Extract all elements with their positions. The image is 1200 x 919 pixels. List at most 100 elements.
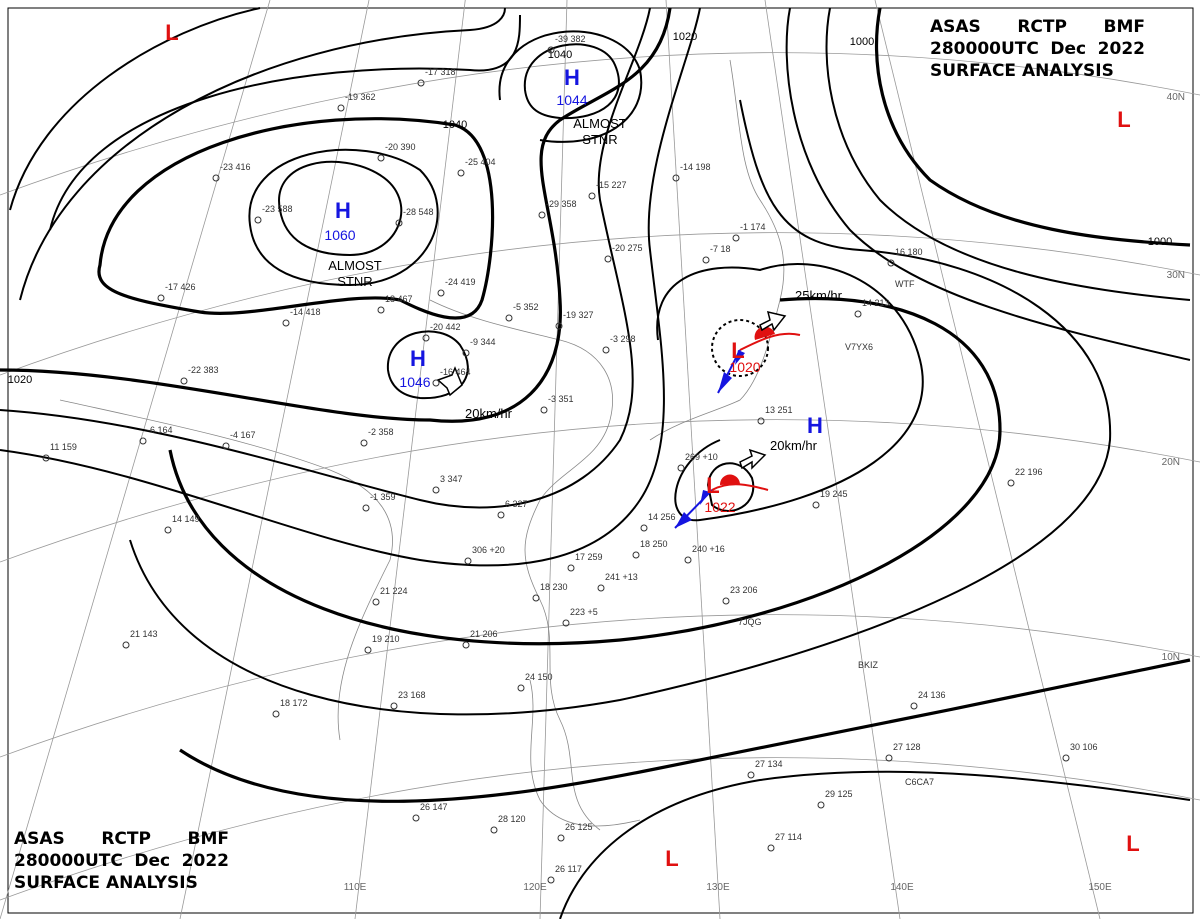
station-marker xyxy=(1007,479,1015,487)
station-data: 27 114 xyxy=(775,832,802,842)
station-data: 241 +13 xyxy=(605,572,638,582)
header-time: 280000UTC xyxy=(14,851,123,871)
station-data: -24 419 xyxy=(445,277,476,287)
station-marker xyxy=(555,322,563,330)
station-marker xyxy=(757,417,765,425)
station-marker xyxy=(547,876,555,884)
station-data: -28 548 xyxy=(403,207,434,217)
isobars xyxy=(0,7,1191,919)
longitude-line xyxy=(179,0,370,919)
header-bottom-left: ASAS RCTP BMF 280000UTC Dec 2022 SURFACE ANALY… xyxy=(14,828,229,894)
motion-arrow xyxy=(436,366,463,397)
header-top-right: ASAS RCTP BMF 280000UTC Dec 2022 SURFACE ANALY… xyxy=(930,16,1145,82)
ship-callsign: 7JQG xyxy=(738,617,762,627)
station-data: -7 18 xyxy=(710,244,731,254)
station-data: 19 210 xyxy=(372,634,400,644)
ship-callsign: V7YX6 xyxy=(845,342,873,352)
station-marker xyxy=(180,377,188,385)
station-marker xyxy=(505,314,513,322)
station-data: -1 174 xyxy=(740,222,766,232)
station-data: -39 382 xyxy=(555,34,586,44)
latitude-label: 20N xyxy=(1162,457,1180,468)
station-data: 26 117 xyxy=(555,864,582,874)
station-data: 18 250 xyxy=(640,539,668,549)
central-pressure: 1020 xyxy=(729,359,760,375)
station-data: -19 362 xyxy=(345,92,376,102)
station-data: -5 352 xyxy=(513,302,539,312)
station-marker xyxy=(732,234,740,242)
station-data: -3 351 xyxy=(548,394,574,404)
station-marker xyxy=(364,646,372,654)
station-data: 24 136 xyxy=(918,690,946,700)
station-marker xyxy=(164,526,172,534)
header-month: Dec xyxy=(1050,39,1087,59)
station-marker xyxy=(887,259,895,267)
station-marker xyxy=(390,702,398,710)
central-pressure: 1022 xyxy=(704,499,735,515)
station-data: -29 358 xyxy=(546,199,577,209)
longitude-label: 130E xyxy=(706,882,730,893)
station-marker xyxy=(538,211,546,219)
station-marker xyxy=(632,551,640,559)
station-data: -20 275 xyxy=(612,243,643,253)
coastlines xyxy=(59,59,785,831)
isobar-label: 1000 xyxy=(850,36,874,48)
latitude-line xyxy=(0,419,1200,563)
station-data: 11 159 xyxy=(50,442,77,452)
station-marker xyxy=(885,754,893,762)
station-data: -2 358 xyxy=(368,427,394,437)
station-data: 24 150 xyxy=(525,672,553,682)
central-pressure: 1046 xyxy=(399,374,430,390)
movement-note: ALMOST xyxy=(573,116,627,131)
ship-callsign: WTF xyxy=(895,279,915,289)
station-data: 27 134 xyxy=(755,759,783,769)
station-marker xyxy=(702,256,710,264)
station-data: 269 +10 xyxy=(685,452,718,462)
low-pressure-center: L xyxy=(706,473,719,498)
station-marker xyxy=(557,834,565,842)
station-marker xyxy=(540,406,548,414)
header-station: RCTP xyxy=(1017,17,1067,37)
station-data: -4 167 xyxy=(230,430,256,440)
station-marker xyxy=(817,801,825,809)
station-marker xyxy=(377,154,385,162)
isobar-label: 1040 xyxy=(443,119,467,131)
header-station: RCTP xyxy=(101,829,151,849)
header-time: 280000UTC xyxy=(930,39,1039,59)
motion-speed: 25km/hr xyxy=(795,288,843,303)
latitude-label: 30N xyxy=(1167,270,1185,281)
movement-note: STNR xyxy=(582,132,617,147)
station-marker xyxy=(139,437,147,445)
station-marker xyxy=(422,334,430,342)
central-pressure: 1044 xyxy=(556,92,587,108)
station-data: -3 298 xyxy=(610,334,636,344)
station-marker xyxy=(684,556,692,564)
central-pressure: 1060 xyxy=(324,227,355,243)
station-data: -20 390 xyxy=(385,142,416,152)
header-month: Dec xyxy=(134,851,171,871)
latitude-line xyxy=(0,232,1200,376)
station-marker xyxy=(562,619,570,627)
station-data: 26 147 xyxy=(420,802,448,812)
latitude-line xyxy=(0,757,1200,901)
station-marker xyxy=(677,464,685,472)
ship-callsign: BKIZ xyxy=(858,660,879,670)
station-data: 17 259 xyxy=(575,552,603,562)
header-year: 2022 xyxy=(181,851,229,871)
movement-note: STNR xyxy=(337,274,372,289)
station-marker xyxy=(437,289,445,297)
header-office: BMF xyxy=(1103,17,1146,37)
station-data: 29 125 xyxy=(825,789,853,799)
station-data: 26 125 xyxy=(565,822,593,832)
station-data: -16 464 xyxy=(440,367,471,377)
low-pressure-center: L xyxy=(1117,107,1130,132)
latitude-line xyxy=(0,614,1200,758)
axis-labels: 110E 120E 130E 140E 150E 40N 30N 20N 10N xyxy=(344,92,1185,893)
high-pressure-center: H xyxy=(335,198,351,223)
station-data: -6 164 xyxy=(147,425,173,435)
station-marker xyxy=(212,174,220,182)
station-marker xyxy=(910,702,918,710)
longitude-label: 120E xyxy=(523,882,547,893)
